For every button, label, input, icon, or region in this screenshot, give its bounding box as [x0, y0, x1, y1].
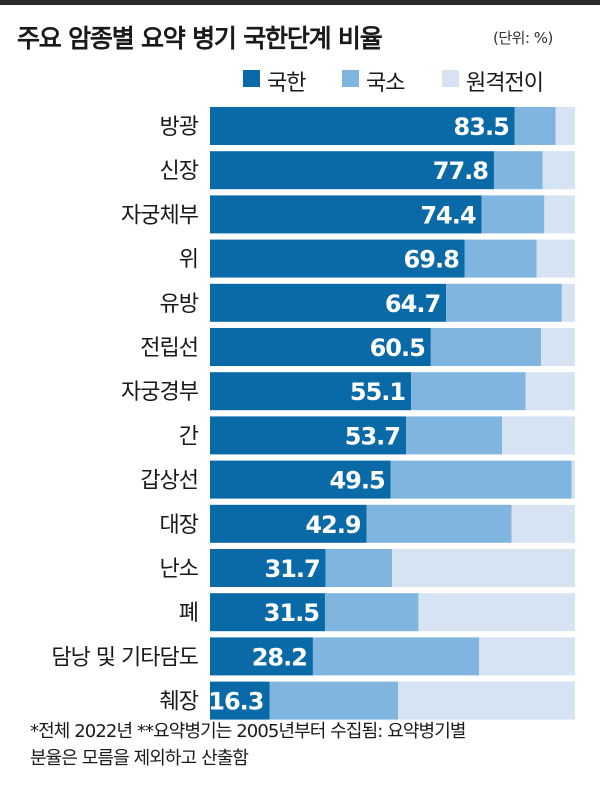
bar-segment-local: [210, 195, 482, 234]
data-label: 31.5: [264, 599, 320, 627]
bar-segment-distant: [544, 195, 575, 234]
footnote-line-1: *전체 2022년 **요약병기는 2005년부터 수집됨: 요약병기별: [30, 721, 466, 742]
category-label: 담낭 및 기타담도: [51, 645, 198, 670]
legend-label-distant: 원격전이: [466, 71, 544, 96]
bar-segment-local: [210, 107, 515, 145]
category-label: 자궁경부: [121, 380, 199, 405]
bar-segment-distant: [536, 239, 575, 278]
bar-segment-regional: [312, 637, 479, 676]
category-label: 췌장: [160, 690, 199, 715]
data-label: 83.5: [454, 113, 510, 141]
bar-segment-local: [210, 151, 494, 190]
data-label: 49.5: [329, 467, 385, 495]
legend: 국한 국소 원격전이: [0, 64, 600, 96]
bar-segment-distant: [392, 549, 575, 587]
bar-segment-local: [210, 593, 325, 632]
bar-segment-regional: [493, 151, 543, 190]
bar-segment-distant: [397, 681, 576, 720]
category-label: 자궁체부: [121, 203, 199, 228]
bar-segment-distant: [561, 283, 575, 322]
bar-segment-regional: [366, 504, 512, 543]
category-label: 난소: [160, 557, 199, 582]
bar-segment-distant: [418, 593, 575, 632]
data-label: 55.1: [350, 378, 406, 406]
legend-swatch-regional: [342, 70, 359, 87]
bar-segment-local: [210, 681, 270, 720]
bar-segment-local: [210, 283, 447, 322]
data-label: 42.9: [305, 511, 361, 539]
data-label: 77.8: [433, 157, 489, 185]
legend-swatch-distant: [442, 70, 459, 87]
data-label: 64.7: [385, 290, 440, 318]
bar-segment-distant: [542, 151, 575, 190]
footnote-line-2: 분율은 모름을 제외하고 산출함: [30, 748, 249, 769]
bar-segment-local: [210, 637, 313, 676]
category-label: 갑상선: [140, 469, 198, 494]
bar-segment-regional: [406, 416, 502, 455]
bar-segment-regional: [464, 239, 537, 278]
bar-segment-distant: [511, 504, 575, 543]
bar-segment-regional: [481, 195, 545, 234]
bar-segment-regional: [430, 328, 542, 366]
page-title: 주요 암종별 요약 병기 국한단계 비율: [17, 24, 383, 53]
bar-segment-distant: [525, 372, 575, 411]
data-label: 31.7: [264, 555, 319, 583]
data-label: 60.5: [370, 334, 426, 362]
bar-segment-local: [210, 416, 406, 455]
bar-segment-local: [210, 328, 431, 366]
bar-segment-distant: [555, 107, 575, 145]
category-label: 위: [179, 248, 198, 273]
bar-segment-regional: [411, 372, 526, 411]
bar-segment-regional: [325, 549, 393, 587]
data-label: 74.4: [420, 201, 476, 229]
bar-segment-regional: [390, 460, 572, 499]
category-label: 간: [179, 424, 199, 449]
bar-segment-regional: [514, 107, 556, 145]
bar-segment-distant: [479, 637, 575, 676]
category-label: 전립선: [140, 336, 198, 361]
legend-swatch-local: [243, 70, 260, 87]
title-bar: 주요 암종별 요약 병기 국한단계 비율 (단위: %): [0, 0, 600, 56]
category-label: 유방: [160, 292, 199, 317]
bar-segment-regional: [446, 283, 562, 322]
legend-label-local: 국한: [267, 71, 306, 96]
data-label: 28.2: [252, 643, 307, 671]
unit-label: (단위: %): [493, 29, 553, 47]
bar-segment-distant: [571, 460, 575, 499]
bar-segment-distant: [502, 416, 575, 455]
data-label: 16.3: [208, 688, 263, 716]
category-label: 대장: [160, 513, 199, 538]
category-label: 신장: [160, 159, 199, 184]
bar-segment-regional: [324, 593, 419, 632]
bar-segment-local: [210, 504, 367, 543]
footnote: *전체 2022년 **요약병기는 2005년부터 수집됨: 요약병기별 분율은…: [30, 718, 590, 772]
bar-segment-regional: [269, 681, 398, 720]
bar-segment-local: [210, 239, 465, 278]
bar-segment-local: [210, 372, 412, 411]
data-label: 69.8: [404, 246, 460, 274]
bar-segment-local: [210, 460, 391, 499]
bar-segment-local: [210, 549, 326, 587]
bar-segment-distant: [541, 328, 576, 366]
legend-label-regional: 국소: [366, 71, 405, 96]
category-label: 방광: [160, 115, 199, 140]
category-label: 폐: [179, 601, 198, 626]
data-label: 53.7: [345, 422, 400, 450]
